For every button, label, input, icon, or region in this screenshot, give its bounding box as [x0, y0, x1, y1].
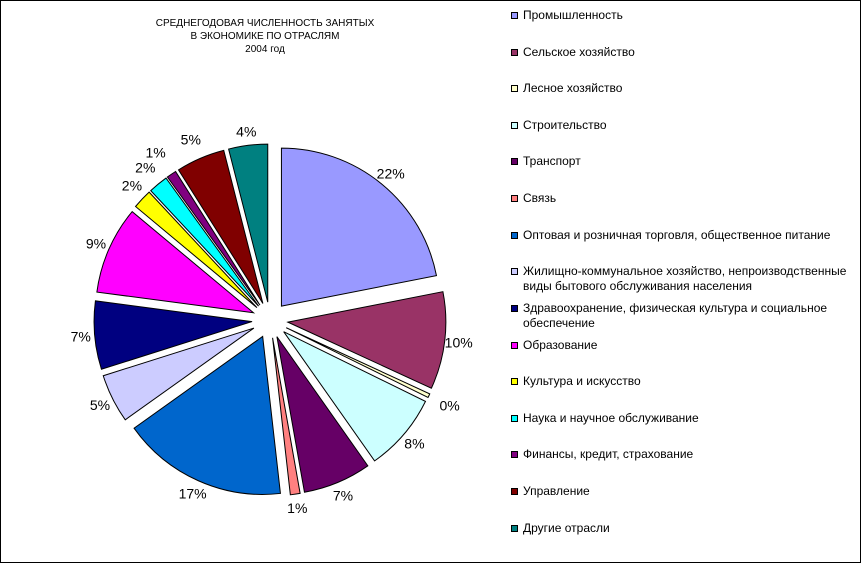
- legend-swatch: [511, 451, 518, 458]
- legend-swatch: [511, 525, 518, 532]
- legend-label: Финансы, кредит, страхование: [523, 447, 694, 461]
- legend-label: Управление: [523, 484, 590, 498]
- legend-label: Культура и искусство: [523, 374, 641, 388]
- pie-slice: [102, 327, 255, 421]
- legend-swatch: [511, 378, 518, 385]
- slice-percent-label: 5%: [90, 397, 110, 413]
- legend-label: Сельское хозяйство: [523, 45, 635, 59]
- legend-label: Образование: [523, 338, 598, 352]
- legend-swatch: [511, 415, 518, 422]
- slice-percent-label: 1%: [287, 500, 307, 516]
- legend-label: Жилищно-коммунальное хозяйство, непроизв…: [523, 264, 847, 293]
- legend-label: Транспорт: [523, 154, 581, 168]
- legend-swatch: [511, 158, 518, 165]
- pie-slice: [177, 149, 264, 304]
- slice-percent-label: 5%: [181, 132, 201, 148]
- pie-slice: [286, 291, 447, 389]
- legend-swatch: [511, 49, 518, 56]
- legend-swatch: [511, 85, 518, 92]
- legend-label: Другие отрасли: [523, 521, 610, 535]
- legend-swatch: [511, 12, 518, 19]
- pie-slice: [228, 143, 269, 303]
- legend-label: Наука и научное обслуживание: [523, 411, 699, 425]
- slice-percent-label: 1%: [145, 145, 165, 161]
- slice-percent-label: 17%: [179, 486, 207, 502]
- legend-swatch: [511, 195, 518, 202]
- slice-percent-label: 8%: [404, 435, 424, 451]
- pie-slice: [93, 300, 253, 370]
- legend-label: Оптовая и розничная торговля, общественн…: [523, 228, 831, 242]
- pie-slice: [133, 335, 281, 495]
- slice-percent-label: 0%: [439, 398, 459, 414]
- pie-slice: [276, 336, 369, 493]
- legend-swatch: [511, 488, 518, 495]
- chart-title-line-2: В ЭКОНОМИКЕ ПО ОТРАСЛЯМ: [190, 31, 340, 42]
- chart-title: СРЕДНЕГОДОВАЯ ЧИСЛЕННОСТЬ ЗАНЯТЫХ В ЭКОН…: [110, 17, 420, 56]
- legend-label: Связь: [523, 191, 557, 205]
- pie-slice: [286, 327, 431, 399]
- slice-percent-label: 10%: [445, 335, 473, 351]
- slice-percent-label: 9%: [86, 236, 106, 252]
- legend-label: Строительство: [523, 118, 607, 132]
- legend-swatch: [511, 122, 518, 129]
- legend-label: Промышленность: [523, 8, 623, 22]
- legend-swatch: [511, 305, 518, 312]
- slice-percent-label: 7%: [71, 329, 91, 345]
- pie-slice: [166, 170, 261, 306]
- pie-slice: [150, 177, 259, 307]
- pie-slice: [96, 210, 256, 314]
- pie-slice: [283, 331, 427, 462]
- chart-title-line-1: СРЕДНЕГОДОВАЯ ЧИСЛЕННОСТЬ ЗАНЯТЫХ: [155, 18, 375, 29]
- legend-label: Лесное хозяйство: [523, 81, 623, 95]
- pie-slice: [272, 337, 301, 496]
- slice-percent-label: 22%: [377, 165, 405, 181]
- legend-swatch: [511, 232, 518, 239]
- legend-swatch: [511, 268, 518, 275]
- pie-slice: [280, 147, 438, 307]
- slice-percent-label: 4%: [236, 124, 256, 140]
- slice-percent-label: 2%: [135, 159, 155, 175]
- slice-percent-label: 7%: [333, 487, 353, 503]
- slice-percent-label: 2%: [122, 178, 142, 194]
- legend-swatch: [511, 342, 518, 349]
- chart-title-line-3: 2004 год: [245, 44, 285, 55]
- legend-label: Здравоохранение, физическая культура и с…: [523, 301, 828, 330]
- pie-slice: [134, 191, 258, 309]
